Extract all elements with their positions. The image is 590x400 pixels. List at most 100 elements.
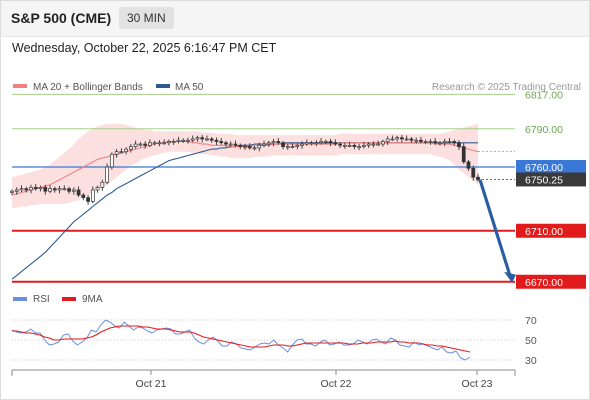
candle-body — [371, 143, 376, 146]
chart-datetime: Wednesday, October 22, 2025 6:16:47 PM C… — [12, 41, 277, 55]
candle-body — [404, 138, 409, 141]
level-labels: 6817.00 6790.00 6760.00 6710.00 6670.00 6750.… — [516, 89, 586, 289]
candle-body — [304, 142, 309, 145]
candle-body — [157, 142, 162, 145]
candle-body — [10, 190, 14, 193]
candle-body — [442, 141, 447, 144]
projection-arrowhead — [504, 271, 516, 283]
rsi-line — [11, 319, 471, 361]
candle-body — [205, 138, 209, 141]
candle-body — [162, 142, 167, 145]
rsi-legend-swatch — [13, 297, 27, 301]
candle-body — [414, 139, 419, 142]
rsi-ma-legend-swatch — [62, 297, 76, 301]
candle-body — [29, 187, 33, 191]
level-label-6670.00: 6670.00 — [525, 277, 563, 289]
candle-body — [423, 141, 428, 143]
timeframe-button[interactable]: 30 MIN — [119, 7, 174, 29]
candle-body — [347, 144, 352, 147]
candle-body — [233, 143, 238, 146]
candle-body — [295, 144, 300, 147]
candle-body — [438, 142, 442, 145]
rsi-legend-label: RSI — [33, 294, 50, 305]
candle-body — [281, 142, 285, 147]
rsi-ma-line — [12, 325, 471, 353]
candle-body — [19, 188, 24, 191]
candle-body — [390, 138, 395, 141]
level-label-6710.00: 6710.00 — [525, 226, 563, 238]
candle-body — [266, 142, 271, 145]
candle-body — [152, 142, 157, 145]
level-tag-6710.00 — [516, 223, 586, 238]
level-label-6790.00: 6790.00 — [525, 124, 563, 136]
candle-body — [252, 147, 257, 150]
rsi-panel: 70 50 30 — [11, 315, 537, 367]
candle-body — [385, 138, 390, 142]
candle-body — [43, 187, 48, 192]
candle-body — [109, 153, 114, 168]
candle-body — [300, 143, 304, 146]
candle-body — [428, 141, 433, 143]
candle-body — [381, 141, 385, 145]
ma50-legend-label: MA 50 — [175, 82, 204, 93]
candle-body — [100, 181, 105, 188]
time-tick-label: Oct 23 — [462, 378, 493, 390]
candle-body — [409, 138, 414, 141]
candle-body — [238, 144, 243, 147]
last-price-label: 6750.25 — [525, 174, 563, 186]
projection-arrow — [478, 179, 512, 277]
candle-body — [285, 146, 290, 148]
candle-body — [114, 151, 119, 155]
candle-body — [338, 143, 342, 146]
ma20-legend-swatch — [13, 84, 27, 88]
candle-body — [243, 146, 247, 148]
candle-body — [319, 141, 323, 144]
candle-body — [119, 151, 124, 154]
candle-body — [419, 139, 423, 142]
candle-body — [219, 141, 224, 144]
ma20-legend-label: MA 20 + Bollinger Bands — [33, 82, 143, 93]
top-bar: S&P 500 (CME) 30 MIN — [0, 0, 590, 37]
candle-body — [471, 167, 476, 178]
last-price-tag — [516, 172, 586, 187]
candle-body — [200, 137, 205, 140]
rsi-tick-50: 50 — [525, 335, 537, 347]
candle-body — [228, 143, 233, 146]
candle-body — [314, 142, 319, 145]
candle-body — [105, 166, 109, 183]
rsi-tick-30: 30 — [525, 355, 537, 367]
candle-body — [376, 143, 381, 146]
candle-body — [62, 188, 67, 191]
candle-body — [323, 141, 328, 143]
candle-body — [14, 189, 19, 192]
candle-body — [195, 137, 200, 140]
candle-body — [362, 144, 366, 147]
bollinger-band — [12, 123, 478, 208]
candle-body — [24, 188, 29, 191]
candle-body — [457, 142, 461, 147]
candle-body — [86, 197, 90, 202]
instrument-title: S&P 500 (CME) — [11, 10, 112, 26]
candle-body — [209, 138, 214, 141]
candle-body — [76, 189, 81, 196]
rsi-tick-70: 70 — [525, 315, 537, 327]
candle-body — [214, 139, 219, 142]
candle-body — [452, 141, 457, 144]
candle-body — [176, 139, 181, 142]
candle-body — [224, 142, 228, 145]
rsi-ma-legend-label: 9MA — [82, 294, 103, 305]
candle-body — [90, 189, 95, 202]
candle-body — [366, 143, 371, 146]
candle-body — [95, 187, 100, 191]
candle-body — [38, 187, 43, 190]
candle-body — [171, 141, 176, 143]
price-panel — [10, 93, 516, 283]
candle-body — [271, 141, 276, 144]
candle-body — [133, 143, 138, 147]
candle-body — [328, 141, 333, 144]
candle-body — [48, 188, 52, 192]
candle-body — [71, 189, 76, 192]
candle-body — [276, 141, 281, 144]
candle-body — [167, 141, 171, 144]
